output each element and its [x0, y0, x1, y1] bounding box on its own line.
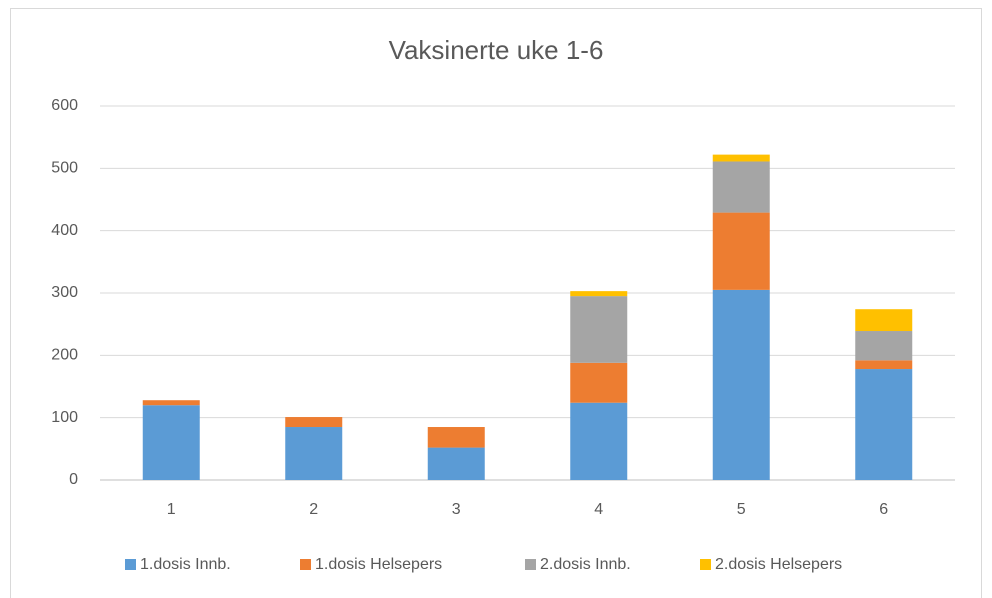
bar-segment — [855, 369, 913, 480]
bar-segment — [570, 296, 628, 363]
legend-swatch — [300, 559, 311, 570]
x-tick-label: 6 — [879, 501, 888, 518]
bar-segment — [570, 362, 628, 403]
x-tick-label: 2 — [309, 501, 318, 518]
legend-label: 2.dosis Helsepers — [715, 556, 842, 573]
legend-label: 1.dosis Innb. — [140, 556, 231, 573]
bar-segment — [142, 405, 200, 480]
x-tick-label: 5 — [737, 501, 746, 518]
bar-segment — [570, 402, 628, 480]
y-tick-label: 300 — [51, 284, 78, 301]
bar-segment — [855, 360, 913, 370]
x-tick-label: 3 — [452, 501, 461, 518]
y-tick-label: 100 — [51, 409, 78, 426]
legend-label: 2.dosis Innb. — [540, 556, 631, 573]
x-tick-label: 1 — [167, 501, 176, 518]
bar-segment — [712, 289, 770, 480]
chart-border — [10, 8, 982, 598]
bar-segment — [427, 427, 485, 448]
y-tick-label: 500 — [51, 160, 78, 177]
bar-segment — [712, 154, 770, 162]
legend-swatch — [125, 559, 136, 570]
bar-segment — [427, 447, 485, 480]
y-tick-label: 200 — [51, 347, 78, 364]
legend-label: 1.dosis Helsepers — [315, 556, 442, 573]
y-tick-label: 0 — [69, 471, 78, 488]
y-tick-label: 600 — [51, 97, 78, 114]
bar-segment — [142, 400, 200, 406]
legend-swatch — [700, 559, 711, 570]
bar-segment — [712, 212, 770, 290]
bar-segment — [855, 331, 913, 361]
bar-segment — [570, 291, 628, 297]
y-tick-label: 400 — [51, 222, 78, 239]
chart-title: Vaksinerte uke 1-6 — [389, 35, 604, 65]
legend-swatch — [525, 559, 536, 570]
bar-segment — [285, 417, 343, 428]
x-tick-label: 4 — [594, 501, 603, 518]
bar-segment — [712, 161, 770, 213]
bar-segment — [285, 427, 343, 480]
bar-segment — [855, 309, 913, 332]
